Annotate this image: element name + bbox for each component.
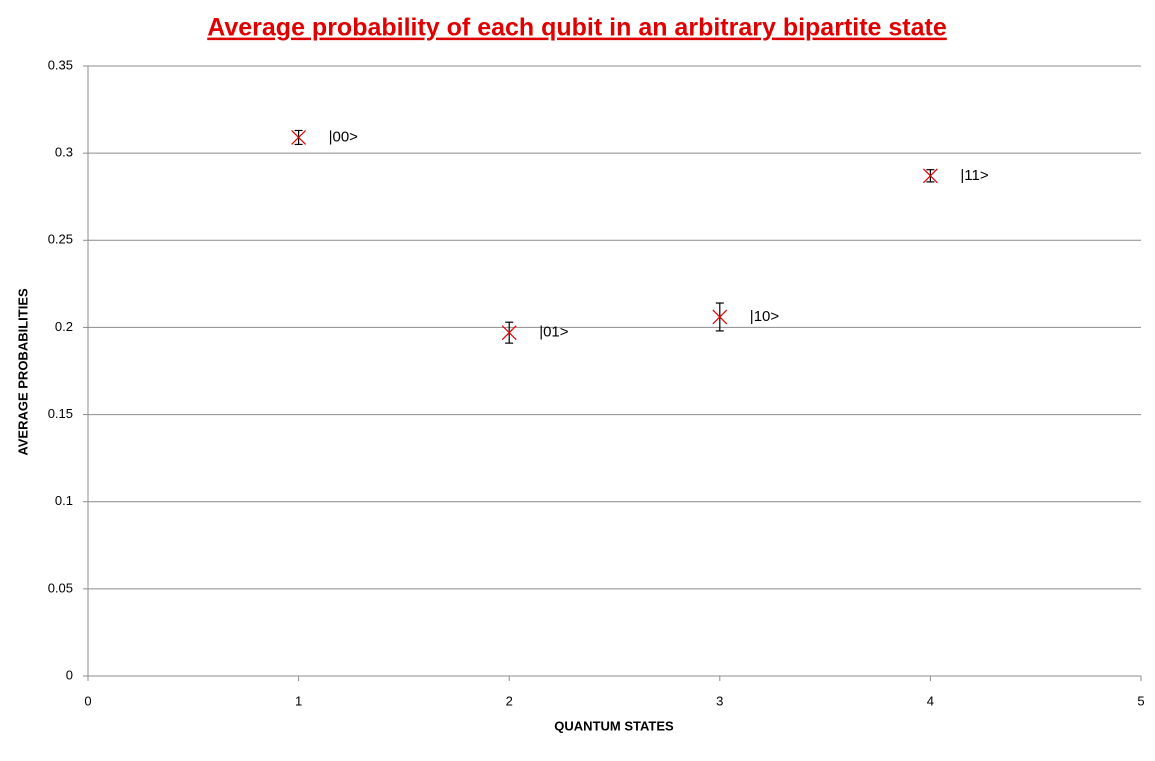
y-tick-label: 0.3 bbox=[55, 145, 73, 160]
y-tick-label: 0.05 bbox=[48, 580, 73, 595]
chart-title: Average probability of each qubit in an … bbox=[207, 14, 947, 42]
point-label: |00> bbox=[329, 128, 359, 145]
y-tick-label: 0 bbox=[66, 667, 73, 682]
point-label: |11> bbox=[960, 167, 988, 184]
y-tick-label: 0.35 bbox=[48, 57, 73, 72]
marker bbox=[922, 168, 938, 184]
y-tick-label: 0.25 bbox=[48, 232, 73, 247]
x-tick-label: 5 bbox=[1137, 693, 1144, 708]
y-tick-label: 0.2 bbox=[55, 319, 73, 334]
x-tick-label: 2 bbox=[506, 693, 513, 708]
x-tick-label: 4 bbox=[927, 693, 934, 708]
marker bbox=[291, 130, 307, 145]
y-tick-label: 0.15 bbox=[48, 406, 73, 421]
x-axis-title: QUANTUM STATES bbox=[554, 718, 674, 733]
y-axis-title: AVERAGE PROBABILITIES bbox=[15, 288, 30, 456]
point-label: |10> bbox=[750, 308, 780, 325]
y-tick-label: 0.1 bbox=[55, 493, 73, 508]
x-tick-label: 1 bbox=[295, 693, 302, 708]
x-tick-label: 0 bbox=[84, 693, 91, 708]
point-label: |01> bbox=[539, 324, 569, 341]
x-tick-label: 3 bbox=[716, 693, 723, 708]
marker bbox=[501, 325, 517, 341]
marker bbox=[712, 309, 728, 325]
